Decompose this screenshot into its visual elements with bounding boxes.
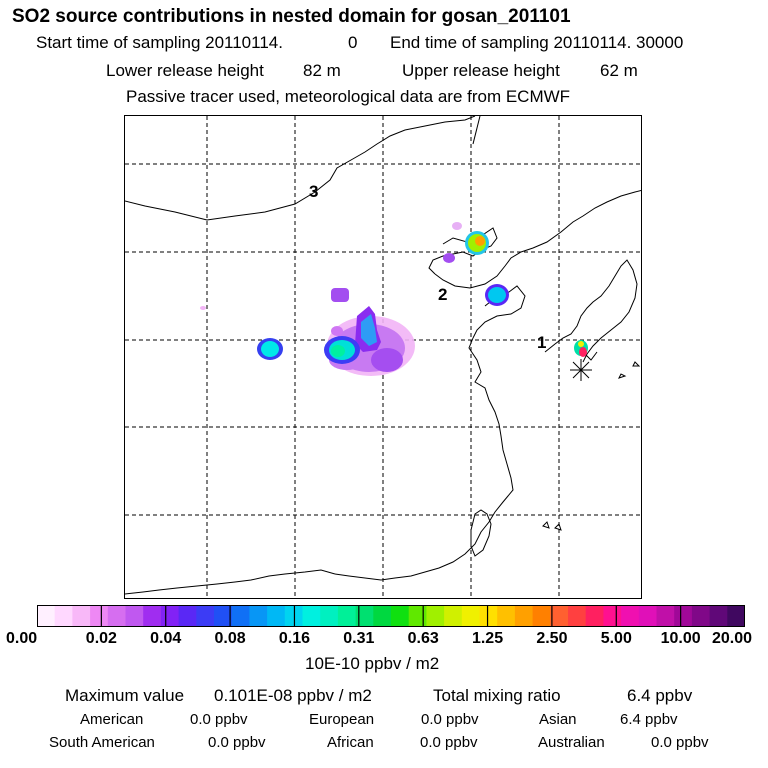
colorbar-tick-label: 10.00 (660, 630, 701, 647)
lower-release-label: Lower release height (106, 61, 264, 80)
colorbar-swatch (72, 605, 91, 627)
region-south-american-value: 0.0 ppbv (208, 734, 266, 751)
region-label-2: 2 (438, 285, 447, 304)
region-european-value: 0.0 ppbv (421, 711, 479, 728)
upper-release-value: 62 m (600, 61, 638, 80)
colorbar-tick-label: 0.31 (343, 630, 375, 647)
upper-release-label: Upper release height (402, 61, 560, 80)
end-time-label: End time of sampling 20110114. 30000 (390, 33, 684, 52)
colorbar-tick-label: 5.00 (600, 630, 632, 647)
region-american-name: American (80, 711, 144, 728)
colorbar-tick-label: 0.04 (150, 630, 182, 647)
colorbar-swatch (214, 605, 233, 627)
colorbar-swatch (355, 605, 374, 627)
colorbar (37, 605, 745, 627)
map-panel: 1 2 3 (124, 115, 642, 599)
colorbar-swatch (320, 605, 339, 627)
colorbar-swatch (337, 605, 357, 627)
colorbar-swatch (178, 605, 197, 627)
concentration-field (200, 222, 588, 376)
colorbar-tick-label: 1.25 (471, 630, 504, 647)
colorbar-tick-label: 0.08 (214, 630, 246, 647)
region-label-3: 3 (309, 182, 318, 201)
tracer-note: Passive tracer used, meteorological data… (126, 87, 571, 106)
colorbar-swatch (497, 605, 516, 627)
total-mixing-label: Total mixing ratio (433, 686, 561, 705)
graticule (125, 116, 641, 598)
colorbar-swatch (638, 605, 657, 627)
region-african-name: African (327, 734, 374, 751)
colorbar-swatch (143, 605, 162, 627)
start-hour: 0 (348, 33, 358, 52)
colorbar-swatch (37, 605, 56, 627)
colorbar-swatch (54, 605, 73, 627)
colorbar-swatch (107, 605, 126, 627)
region-south-american-name: South American (49, 734, 155, 751)
colorbar-frame (37, 605, 745, 627)
region-asian-value: 6.4 ppbv (620, 711, 678, 728)
region-american-value: 0.0 ppbv (190, 711, 248, 728)
colorbar-tick-label: 0.00 (6, 630, 38, 647)
colorbar-swatch (479, 605, 498, 627)
colorbar-swatch (691, 605, 711, 627)
region-label-1: 1 (537, 333, 546, 352)
colorbar-tick-label: 0.02 (85, 630, 117, 647)
colorbar-swatch (90, 605, 109, 627)
colorbar-swatch (709, 605, 728, 627)
colorbar-swatch (585, 605, 604, 627)
colorbar-swatch (196, 605, 215, 627)
max-value: 0.101E-08 ppbv / m2 (214, 686, 372, 705)
colorbar-swatch (656, 605, 675, 627)
coastlines (125, 116, 641, 595)
colorbar-units: 10E-10 ppbv / m2 (305, 654, 440, 673)
colorbar-swatch (391, 605, 410, 627)
region-european-name: European (309, 711, 375, 728)
colorbar-swatch (408, 605, 427, 627)
colorbar-swatch (231, 605, 250, 627)
region-asian-name: Asian (539, 711, 577, 728)
region-australian-value: 0.0 ppbv (651, 734, 709, 751)
start-time-label: Start time of sampling 20110114. (36, 33, 283, 52)
colorbar-tick-label: 0.16 (278, 630, 311, 647)
asterisk-icon (570, 359, 592, 381)
map-canvas: 1 2 3 (125, 116, 641, 598)
colorbar-tick-label: 20.00 (712, 630, 753, 647)
colorbar-swatch (727, 605, 745, 627)
colorbar-swatch (373, 605, 392, 627)
region-african-value: 0.0 ppbv (420, 734, 478, 751)
colorbar-swatch (160, 605, 180, 627)
colorbar-swatch (514, 605, 534, 627)
colorbar-swatch (461, 605, 480, 627)
total-mixing-value: 6.4 ppbv (627, 686, 693, 705)
max-value-label: Maximum value (65, 686, 185, 705)
colorbar-swatch (550, 605, 569, 627)
colorbar-swatch (568, 605, 587, 627)
colorbar-swatch (674, 605, 693, 627)
colorbar-tick-label: 2.50 (536, 630, 568, 647)
colorbar-swatch (603, 605, 622, 627)
colorbar-swatch (302, 605, 321, 627)
colorbar-swatch (444, 605, 463, 627)
region-australian-name: Australian (538, 734, 605, 751)
colorbar-tick-label: 0.63 (407, 630, 439, 647)
lower-release-value: 82 m (303, 61, 341, 80)
colorbar-swatch (621, 605, 640, 627)
colorbar-swatch (125, 605, 144, 627)
colorbar-swatch (426, 605, 445, 627)
colorbar-swatch (532, 605, 551, 627)
chart-title: SO2 source contributions in nested domai… (12, 6, 571, 27)
colorbar-swatch (249, 605, 268, 627)
colorbar-swatch (267, 605, 286, 627)
